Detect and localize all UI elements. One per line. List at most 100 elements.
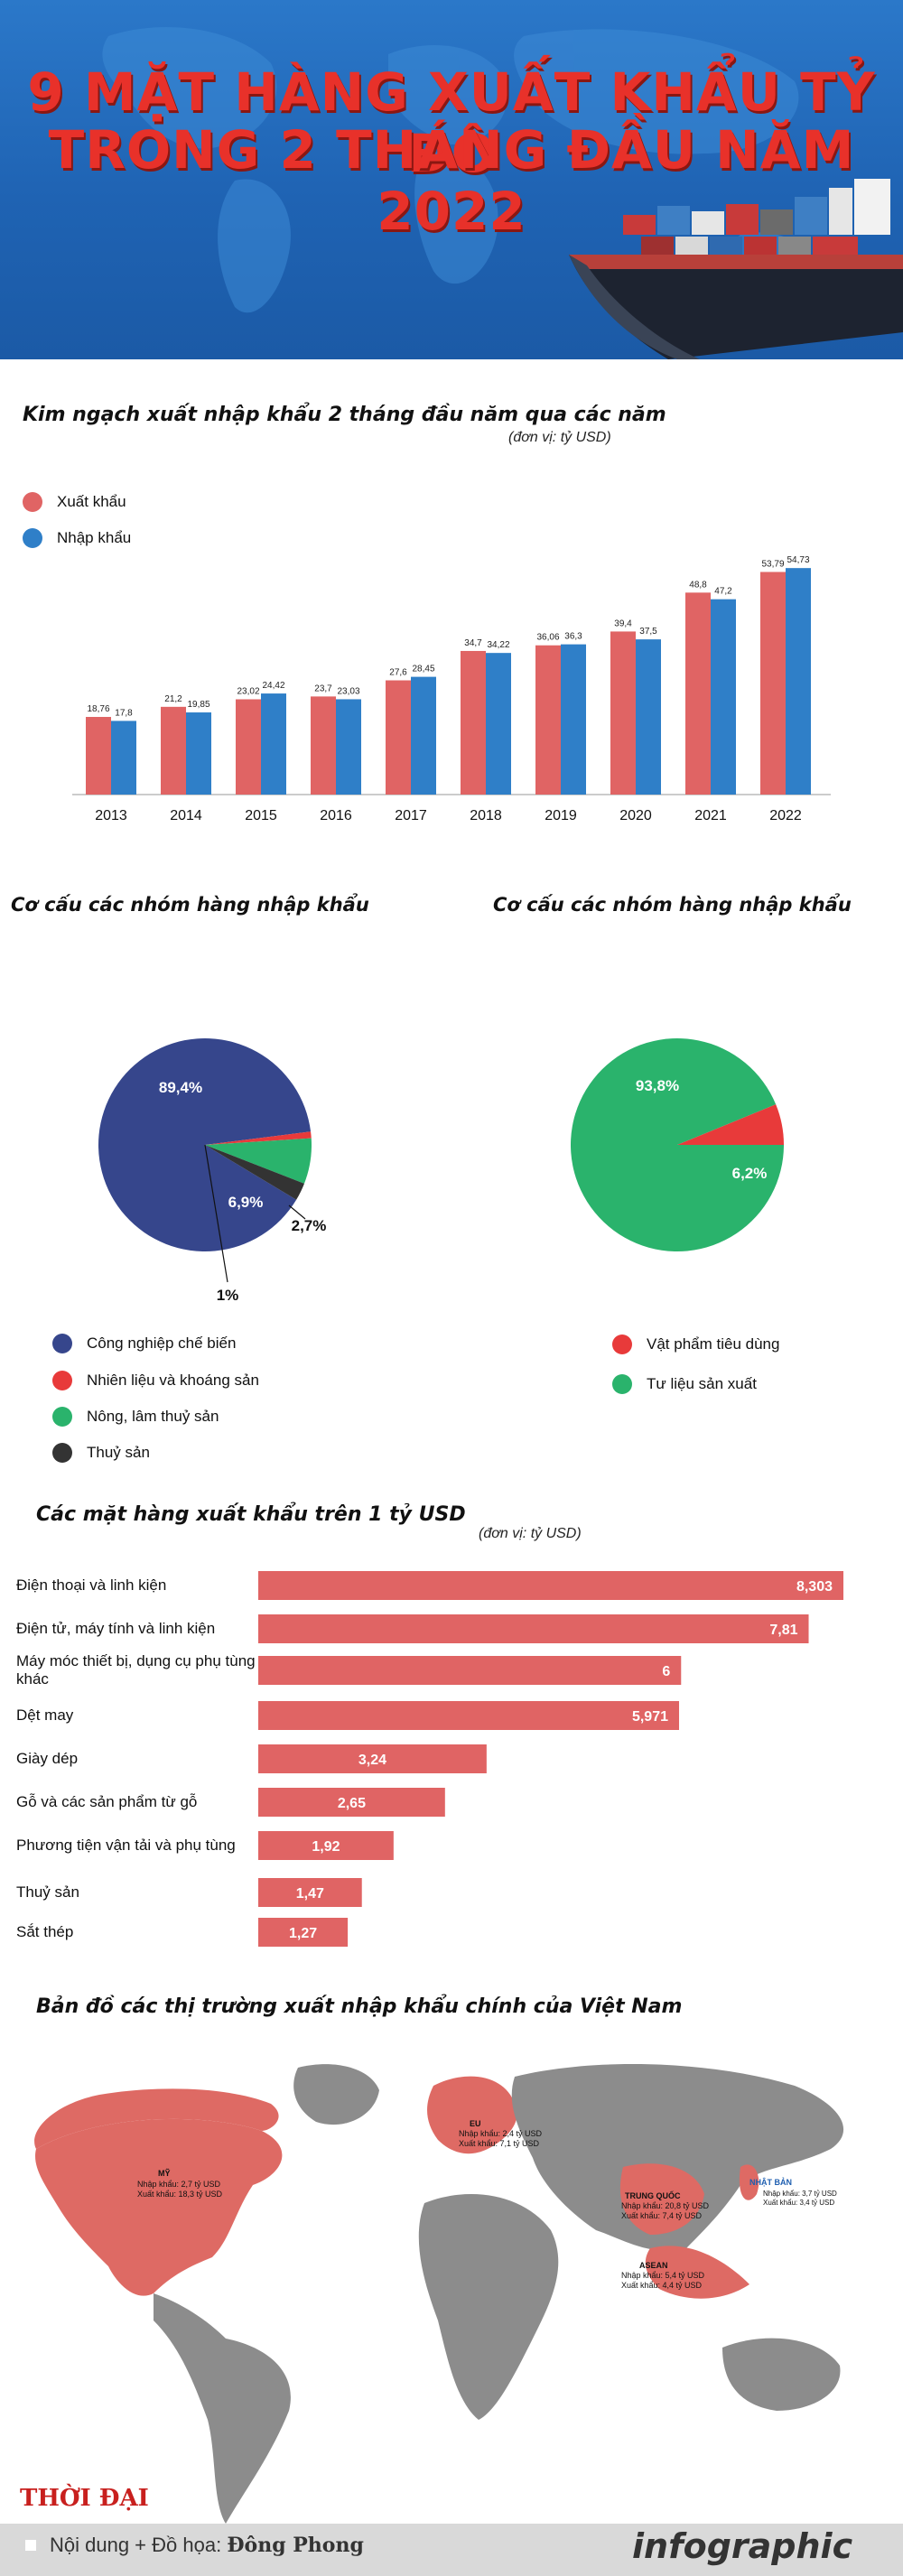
pie-1-legend-2: Nhiên liệu và khoáng sản (52, 1371, 259, 1390)
x-tick-2015: 2015 (245, 808, 277, 823)
hbar-category-1: Điện tử, máy tính và linh kiện (16, 1620, 216, 1637)
swatch-nhien-lieu (52, 1371, 72, 1390)
export-items-bar-chart: 8,303 7,81 6 5,971 3,24 2,65 1,92 1,47 1,27 (258, 1571, 843, 1947)
pie-chart-1: 89,4% 1% 6,9% 2,7% (98, 1038, 327, 1304)
pie-1-legend-4: Thuỷ sản (52, 1443, 150, 1463)
pie-slice-1 (677, 1104, 784, 1145)
map-asia (511, 2064, 844, 2251)
bar-label-export-2013: 18,76 (87, 704, 109, 714)
hbar-category-3: Dệt may (16, 1706, 74, 1724)
x-tick-2016: 2016 (320, 808, 352, 823)
bar-label-import-2019: 36,3 (564, 632, 582, 642)
hbar-7 (258, 1878, 362, 1907)
bar-import-2016 (336, 699, 361, 795)
bar-import-2017 (411, 676, 436, 795)
map-eu-line-1: Nhập khẩu: 2,4 tỷ USD (459, 2129, 543, 2138)
bar-label-export-2017: 27,6 (389, 668, 407, 678)
label-thuy-san: Thuỷ sản (87, 1444, 150, 1461)
label-cong-nghiep: Công nghiệp chế biến (87, 1334, 237, 1352)
map-africa (418, 2194, 559, 2420)
label-nong-lam: Nông, lâm thuỷ sản (87, 1408, 219, 1425)
bar-import-2020 (636, 639, 661, 795)
bar-import-2015 (261, 693, 286, 795)
map-canada-region (34, 2088, 279, 2149)
map-australia (722, 2338, 841, 2411)
pie-chart-2: 93,8% 6,2% (571, 1038, 784, 1251)
hbar-0 (258, 1571, 843, 1600)
bar-label-import-2016: 23,03 (337, 686, 359, 696)
bar-label-import-2013: 17,8 (115, 708, 133, 718)
map-japan-line-1: Nhập khẩu: 3,7 tỷ USD (763, 2190, 837, 2198)
hbar-title: Các mặt hàng xuất khẩu trên 1 tỷ USD (36, 1503, 466, 1526)
hbar-value-5: 2,65 (338, 1796, 366, 1811)
legend-import-label: Nhập khẩu (57, 529, 132, 546)
legend-import-swatch (23, 528, 42, 548)
pie-label-0: 89,4% (159, 1079, 202, 1096)
x-tick-2020: 2020 (619, 808, 652, 823)
bar-import-2014 (186, 712, 211, 795)
cargo-ship-illustration (569, 179, 903, 359)
pie-label-3: 2,7% (292, 1217, 327, 1234)
world-trade-map: MỸ Nhập khẩu: 2,7 tỷ USD Xuất khẩu: 18,3… (0, 2032, 903, 2537)
swatch-thuy-san (52, 1443, 72, 1463)
hbar-value-8: 1,27 (289, 1926, 317, 1941)
label-nhien-lieu: Nhiên liệu và khoáng sản (87, 1372, 259, 1389)
title-line-1: 9 MẶT HÀNG XUẤT KHẨU TỶ ĐÔ (27, 61, 876, 184)
bar-export-2020 (610, 631, 636, 795)
hbar-2 (258, 1656, 682, 1685)
bar-export-2015 (236, 699, 261, 795)
map-south-america (154, 2293, 291, 2524)
chart-1-title: Kim ngạch xuất nhập khẩu 2 tháng đầu năm… (23, 404, 666, 426)
map-china-region (619, 2163, 704, 2235)
hbar-value-2: 6 (662, 1664, 670, 1679)
bar-export-2013 (86, 717, 111, 795)
hbar-5 (258, 1788, 445, 1817)
pie-1-leader-2 (288, 1204, 306, 1220)
hbar-value-1: 7,81 (769, 1623, 797, 1638)
chart-1-unit: (đơn vị: tỷ USD) (508, 430, 611, 445)
pie-slice-3 (205, 1145, 304, 1200)
pie-1-title: Cơ cấu các nhóm hàng nhập khẩu (11, 894, 369, 916)
hbar-unit: (đơn vị: tỷ USD) (479, 1526, 582, 1541)
bar-label-export-2020: 39,4 (614, 618, 632, 628)
x-tick-2013: 2013 (95, 808, 127, 823)
bar-import-2019 (561, 644, 586, 795)
map-usa-line-1: Nhập khẩu: 2,7 tỷ USD (137, 2180, 221, 2189)
legend-export: Xuất khẩu (23, 492, 126, 512)
legend-export-swatch (23, 492, 42, 512)
pie-label-1: 1% (217, 1287, 239, 1304)
footer-credit: Nội dung + Đồ họa: Đông Phong (50, 2534, 364, 2557)
title-line-2: TRONG 2 THÁNG ĐẦU NĂM 2022 (48, 119, 855, 242)
hbar-value-0: 8,303 (796, 1579, 833, 1595)
x-tick-2019: 2019 (545, 808, 577, 823)
map-label-asean: ASEAN (639, 2261, 668, 2270)
map-usa-region (35, 2118, 283, 2296)
world-map-background (102, 27, 813, 313)
hbar-category-6: Phương tiện vận tải và phụ tùng (16, 1837, 236, 1854)
x-tick-2014: 2014 (170, 808, 202, 823)
bar-label-export-2021: 48,8 (689, 580, 707, 590)
map-label-usa: MỸ (158, 2169, 171, 2178)
pie-slice-0 (98, 1038, 312, 1251)
map-usa-line-2: Xuất khẩu: 18,3 tỷ USD (137, 2190, 223, 2199)
map-japan-region (739, 2164, 759, 2200)
x-tick-2017: 2017 (395, 808, 427, 823)
bar-label-export-2022: 53,79 (761, 559, 784, 569)
bar-export-2017 (386, 680, 411, 795)
pie-label-1: 6,2% (732, 1165, 768, 1182)
map-asean-line-2: Xuất khẩu: 4,4 tỷ USD (621, 2281, 703, 2290)
bar-import-2018 (486, 653, 511, 795)
bar-export-2018 (461, 650, 486, 795)
header-banner: 9 MẶT HÀNG XUẤT KHẨU TỶ ĐÔ TRONG 2 THÁNG… (0, 0, 903, 359)
hbar-3 (258, 1701, 680, 1730)
bar-export-2021 (685, 592, 711, 795)
hbar-8 (258, 1918, 349, 1947)
hbar-value-4: 3,24 (358, 1753, 386, 1768)
footer-bullet-icon (25, 2540, 36, 2551)
swatch-cong-nghiep (52, 1334, 72, 1353)
map-china-line-2: Xuất khẩu: 7,4 tỷ USD (621, 2211, 703, 2220)
x-tick-2018: 2018 (470, 808, 502, 823)
hbar-category-7: Thuỷ sản (16, 1883, 79, 1901)
x-tick-2022: 2022 (769, 808, 802, 823)
